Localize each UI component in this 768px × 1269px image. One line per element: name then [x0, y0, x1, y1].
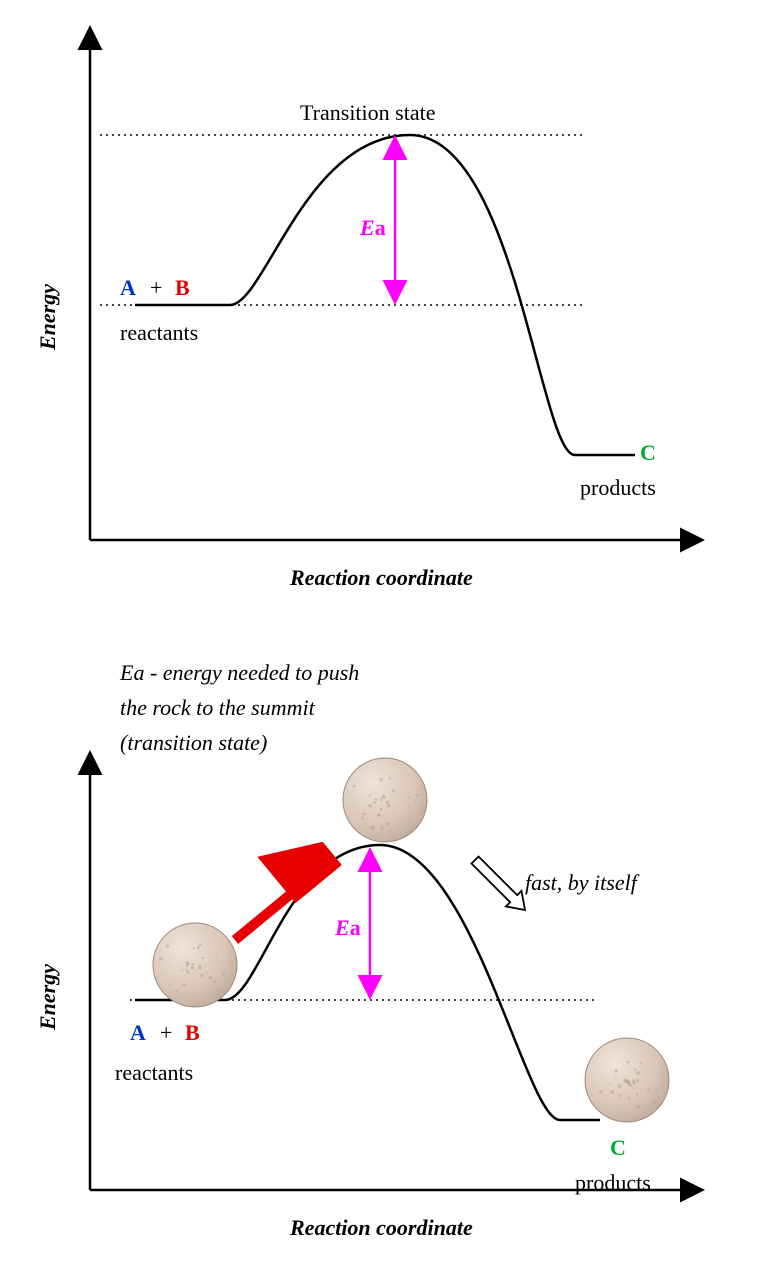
y-axis-label: Energy [35, 964, 60, 1031]
reactants-label: reactants [120, 320, 198, 345]
x-axis-label: Reaction coordinate [289, 565, 473, 590]
energy-diagram-svg: Ea Transition state A + Breactants Cproducts E… [0, 0, 768, 1269]
reactant-b-label: B [185, 1020, 200, 1045]
rock-icon [153, 923, 237, 1007]
transition-state-label: Transition state [300, 100, 435, 125]
energy-curve [135, 135, 635, 455]
caption-line-3: (transition state) [120, 730, 267, 755]
caption-line-1: Ea - energy needed to push [119, 660, 359, 685]
ea-label: Ea [359, 215, 386, 240]
product-c-label: C [610, 1135, 626, 1160]
ea-label: Ea [334, 915, 361, 940]
rock-icon [585, 1038, 669, 1122]
reactant-a-label: A [120, 275, 136, 300]
products-label: products [575, 1170, 651, 1195]
rock-icon [343, 758, 427, 842]
reactant-b-label: B [175, 275, 190, 300]
product-c-label: C [640, 440, 656, 465]
x-axis-label: Reaction coordinate [289, 1215, 473, 1240]
plus-label: + [150, 275, 162, 300]
reactants-label: reactants [115, 1060, 193, 1085]
diagram-canvas: Ea Transition state A + Breactants Cproducts E… [0, 0, 768, 1269]
reactant-a-label: A [130, 1020, 146, 1045]
downhill-arrow [471, 856, 525, 910]
caption-line-2: the rock to the summit [120, 695, 316, 720]
products-label: products [580, 475, 656, 500]
plus-label: + [160, 1020, 172, 1045]
y-axis-label: Energy [35, 284, 60, 351]
fast-label: fast, by itself [525, 870, 640, 895]
